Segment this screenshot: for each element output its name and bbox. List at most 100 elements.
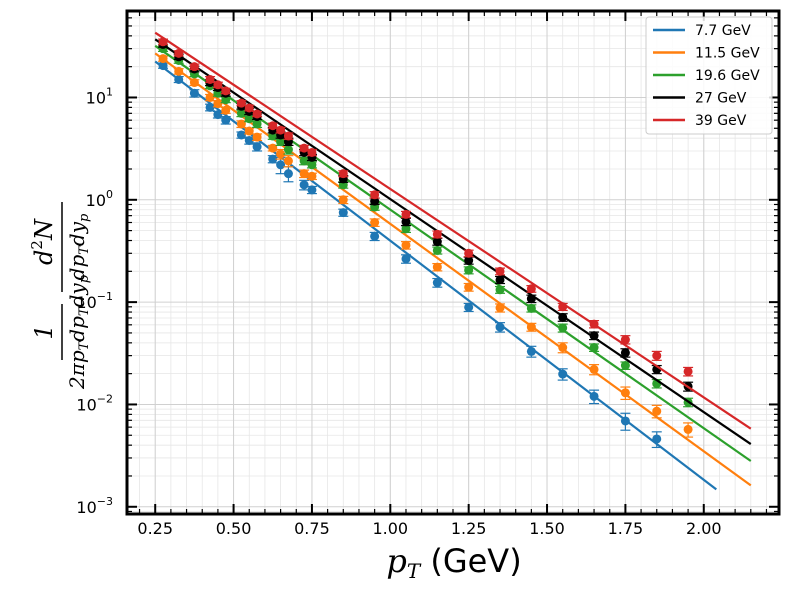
data-point xyxy=(268,121,278,131)
data-point xyxy=(526,294,536,304)
data-point xyxy=(276,125,286,135)
data-point xyxy=(244,103,254,113)
data-point xyxy=(401,217,411,227)
data-point xyxy=(205,102,215,112)
y-tick-label: 10−1 xyxy=(76,290,113,312)
y-tick-labels: 101 100 10−1 10−2 10−3 xyxy=(76,85,113,516)
y-tick-label: 10−3 xyxy=(76,495,113,517)
data-point xyxy=(299,169,309,179)
data-point xyxy=(620,416,630,426)
y-label-numerator: d2N xyxy=(28,218,58,265)
data-point xyxy=(432,237,442,247)
data-point xyxy=(432,278,442,288)
data-point xyxy=(189,78,199,88)
data-point xyxy=(589,343,599,353)
data-point xyxy=(307,185,317,195)
data-point xyxy=(283,169,293,179)
legend: 7.7 GeV 11.5 GeV 19.6 GeV 27 GeV 39 GeV xyxy=(645,16,773,135)
data-point xyxy=(213,80,223,90)
data-point xyxy=(283,145,293,155)
x-tick-label: 1.75 xyxy=(608,519,644,538)
x-tick-label: 1.25 xyxy=(451,519,487,538)
data-point xyxy=(495,266,505,276)
data-point xyxy=(252,119,262,129)
data-point xyxy=(589,331,599,341)
data-point xyxy=(558,312,568,322)
data-point xyxy=(589,391,599,401)
x-tick-label: 1.00 xyxy=(372,519,408,538)
data-point xyxy=(526,303,536,313)
series-4 xyxy=(154,31,752,430)
data-point xyxy=(464,302,474,312)
data-point xyxy=(589,364,599,374)
data-point xyxy=(276,137,286,147)
x-axis-label: pT (GeV) xyxy=(386,542,521,583)
data-point xyxy=(370,218,380,228)
y-tick-label: 10−2 xyxy=(76,392,113,414)
y-label-denominator-2: dpTdyp xyxy=(65,213,92,280)
data-point xyxy=(236,98,246,108)
y-axis-label: 1 2πpTdpTdyp d2N dpTdyp xyxy=(28,202,92,390)
data-point xyxy=(213,110,223,120)
data-point xyxy=(495,322,505,332)
data-point xyxy=(338,208,348,218)
y-tick-label: 101 xyxy=(86,85,113,107)
data-point xyxy=(370,190,380,200)
data-point xyxy=(464,248,474,258)
data-point xyxy=(683,366,693,376)
data-point xyxy=(401,209,411,219)
data-point xyxy=(299,143,309,153)
data-point xyxy=(401,240,411,250)
data-point xyxy=(495,285,505,295)
data-point xyxy=(268,154,278,164)
data-point xyxy=(276,160,286,170)
data-point xyxy=(526,284,536,294)
x-tick-labels: 0.25 0.50 0.75 1.00 1.25 1.50 1.75 2.00 xyxy=(137,519,721,538)
data-point xyxy=(158,37,168,47)
y-tick-label: 100 xyxy=(86,188,113,210)
fit-line xyxy=(154,38,752,445)
x-tick-label: 2.00 xyxy=(686,519,722,538)
data-point xyxy=(236,119,246,129)
data-point xyxy=(174,66,184,76)
data-point xyxy=(558,323,568,333)
data-point xyxy=(205,74,215,84)
data-point xyxy=(283,131,293,141)
data-point xyxy=(189,62,199,72)
data-point xyxy=(401,254,411,264)
data-point xyxy=(370,231,380,241)
data-point xyxy=(432,245,442,255)
data-point xyxy=(221,105,231,115)
legend-label: 39 GeV xyxy=(695,113,747,129)
data-point xyxy=(244,126,254,136)
data-point xyxy=(683,424,693,434)
data-point xyxy=(495,275,505,285)
data-point xyxy=(236,108,246,118)
legend-box xyxy=(645,16,773,135)
data-point xyxy=(252,109,262,119)
y-label-one: 1 xyxy=(30,324,58,339)
data-point xyxy=(558,343,568,353)
data-point xyxy=(221,86,231,96)
data-point xyxy=(558,302,568,312)
data-point xyxy=(307,160,317,170)
data-point xyxy=(526,346,536,356)
data-point xyxy=(236,130,246,140)
data-point xyxy=(158,61,168,71)
data-point xyxy=(158,54,168,64)
x-tick-label: 0.50 xyxy=(216,519,252,538)
fit-line xyxy=(154,31,752,430)
data-point xyxy=(620,348,630,358)
data-point xyxy=(205,92,215,102)
data-point xyxy=(174,74,184,84)
data-point xyxy=(432,229,442,239)
x-tick-label: 0.75 xyxy=(294,519,330,538)
data-point xyxy=(338,169,348,179)
data-point xyxy=(620,388,630,398)
data-point xyxy=(526,322,536,332)
data-point xyxy=(268,143,278,153)
data-point xyxy=(276,149,286,159)
data-point xyxy=(620,361,630,371)
x-tick-label: 1.50 xyxy=(529,519,565,538)
data-point xyxy=(652,351,662,361)
